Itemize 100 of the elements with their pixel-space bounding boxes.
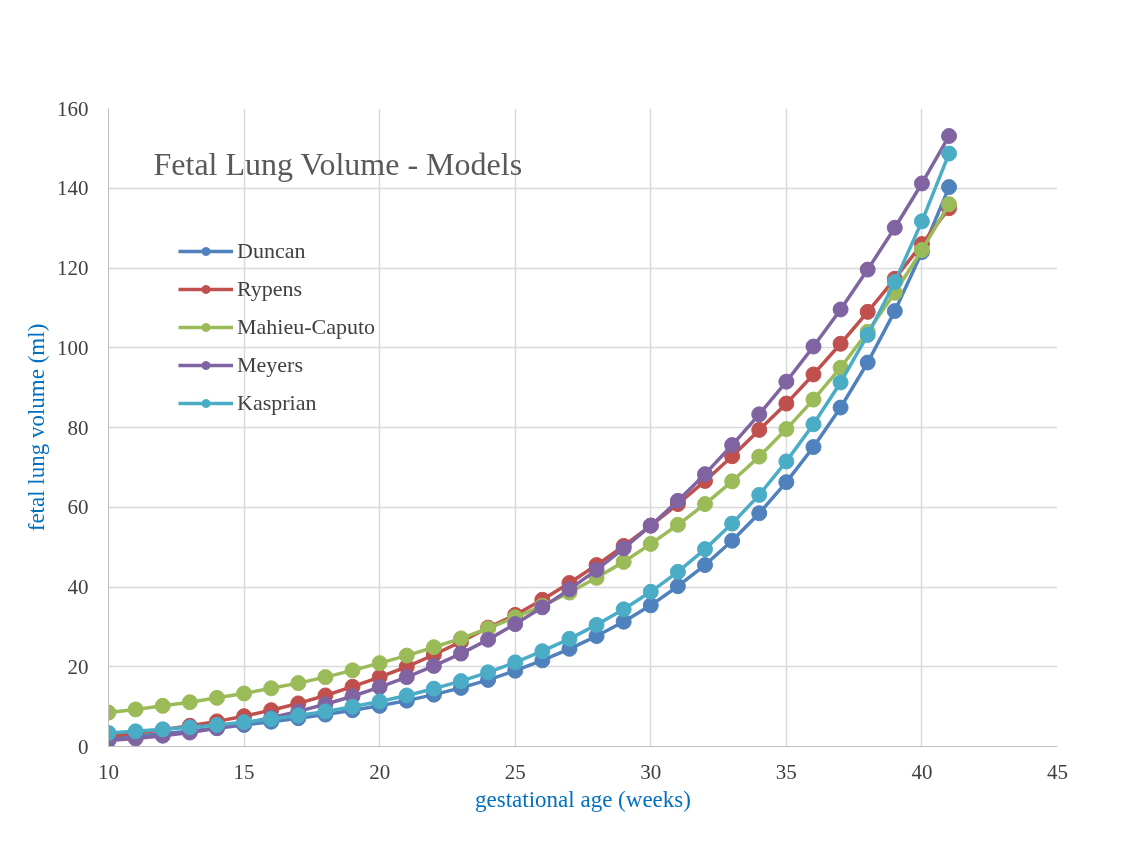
- point: [588, 616, 605, 633]
- x-tick-label: 45: [1047, 759, 1068, 784]
- point: [398, 647, 415, 664]
- point: [371, 693, 388, 710]
- point: [534, 643, 551, 660]
- point: [127, 701, 144, 718]
- point: [669, 492, 686, 509]
- y-axis-title: fetal lung volume (ml): [24, 323, 49, 532]
- point: [913, 175, 930, 192]
- point: [317, 669, 334, 686]
- point: [941, 179, 958, 196]
- point: [805, 366, 822, 383]
- point: [805, 439, 822, 456]
- point: [751, 505, 768, 522]
- point: [751, 448, 768, 465]
- point: [480, 664, 497, 681]
- point: [398, 669, 415, 686]
- y-tick-label: 80: [67, 415, 89, 440]
- point: [154, 697, 171, 714]
- point: [941, 128, 958, 144]
- point: [371, 679, 388, 696]
- point: [425, 680, 442, 697]
- y-tick-label: 100: [57, 335, 89, 360]
- point: [724, 515, 741, 532]
- point: [859, 327, 876, 343]
- point: [832, 301, 849, 318]
- legend-label: Mahieu-Caputo: [237, 314, 376, 340]
- x-tick-label: 25: [504, 759, 526, 784]
- legend-label: Rypens: [237, 276, 303, 302]
- x-axis-title: gestational age (weeks): [475, 786, 691, 812]
- point: [669, 563, 686, 580]
- point: [832, 335, 849, 352]
- point: [886, 303, 903, 320]
- point: [669, 578, 686, 595]
- point: [778, 395, 795, 412]
- text: Fetal Lung Volume - Models: [153, 145, 523, 182]
- point: [805, 338, 822, 355]
- legend-label: Duncan: [237, 238, 306, 264]
- point: [724, 473, 741, 490]
- point: [805, 416, 822, 433]
- x-tick-label: 30: [640, 759, 662, 784]
- point: [697, 496, 714, 513]
- x-tick-label: 15: [233, 759, 255, 784]
- y-tick-label: 120: [57, 256, 89, 280]
- y-tick-label: 160: [57, 96, 89, 121]
- point: [642, 597, 659, 614]
- point: [263, 680, 280, 697]
- point: [697, 541, 714, 558]
- point: [805, 391, 822, 408]
- point: [398, 687, 415, 704]
- point: [941, 145, 958, 162]
- point: [452, 645, 469, 662]
- point: [859, 303, 876, 320]
- y-tick-label: 20: [67, 654, 89, 679]
- point: [941, 196, 958, 213]
- point: [859, 261, 876, 278]
- point: [697, 557, 714, 574]
- x-tick-label: 40: [911, 759, 933, 784]
- point: [832, 374, 849, 391]
- point: [724, 532, 741, 549]
- point: [425, 639, 442, 656]
- point: [859, 354, 876, 371]
- point: [452, 673, 469, 690]
- point: [561, 630, 578, 647]
- x-tick-label: 35: [775, 759, 797, 784]
- point: [724, 437, 741, 454]
- point: [832, 399, 849, 416]
- point: [507, 616, 524, 633]
- point: [480, 631, 497, 648]
- y-tick-label: 0: [78, 734, 89, 759]
- x-tick-label: 10: [98, 759, 119, 784]
- point: [371, 655, 388, 672]
- legend-label: Meyers: [237, 352, 303, 378]
- point: [208, 689, 225, 706]
- point: [778, 453, 795, 470]
- point: [913, 213, 930, 230]
- point: [588, 561, 605, 578]
- point: [751, 406, 768, 423]
- point: [236, 685, 253, 702]
- point: [751, 421, 768, 438]
- point: [344, 662, 361, 679]
- point: [181, 694, 198, 711]
- point: [778, 421, 795, 438]
- point: [751, 486, 768, 503]
- point: [778, 373, 795, 390]
- point: [507, 654, 524, 671]
- point: [778, 474, 795, 491]
- point: [344, 698, 361, 715]
- point: [642, 535, 659, 552]
- point: [615, 601, 632, 618]
- y-tick-label: 140: [57, 176, 89, 201]
- point: [886, 219, 903, 236]
- legend-label: Kasprian: [237, 390, 317, 416]
- point: [290, 675, 307, 692]
- point: [669, 516, 686, 533]
- point: [697, 466, 714, 483]
- x-tick-label: 20: [369, 759, 391, 784]
- point: [615, 553, 632, 570]
- y-tick-label: 60: [67, 495, 89, 520]
- point: [425, 657, 442, 674]
